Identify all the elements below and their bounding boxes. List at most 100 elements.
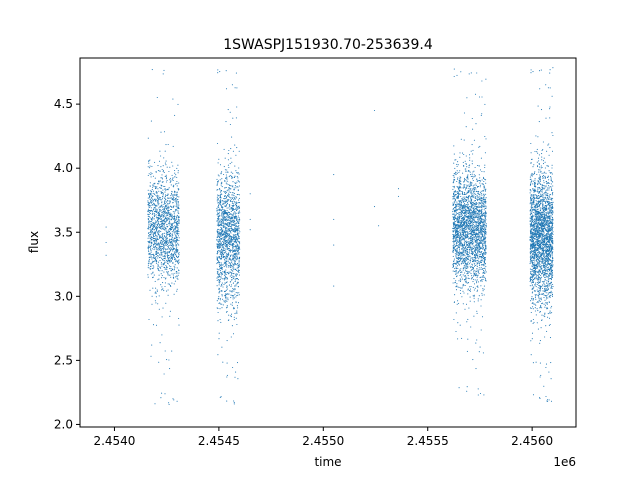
data-point [227,164,229,166]
data-point [157,265,159,267]
data-point [481,80,483,82]
data-point [482,240,484,242]
data-point [238,246,240,248]
data-point [226,288,228,290]
data-point [238,223,240,225]
data-point [236,263,238,265]
data-point [234,313,236,315]
data-point [476,219,479,221]
data-point [223,215,225,217]
data-point [169,222,171,224]
data-point [480,239,482,241]
data-point [222,237,224,239]
data-point [227,199,229,201]
data-point [230,313,233,315]
data-point [477,257,479,259]
data-point [227,254,229,256]
data-point [151,194,153,197]
data-point [222,202,224,204]
data-point [482,228,485,230]
data-point [470,216,472,218]
data-point [227,216,229,218]
data-point [230,236,232,238]
data-point [172,233,174,235]
data-point [226,233,228,235]
data-point [150,236,152,238]
data-point [157,237,159,239]
data-point [218,269,220,271]
data-point [172,202,174,204]
data-point [452,208,454,210]
data-point [161,178,164,180]
data-point [178,259,180,261]
data-point [473,289,475,291]
data-point [174,172,176,174]
data-point [157,226,159,229]
data-point [173,244,175,247]
data-point [219,247,221,249]
data-point [453,162,455,164]
data-point [229,241,231,243]
data-point [149,185,151,187]
data-point [229,256,231,258]
data-point [165,244,167,246]
data-point [147,232,150,234]
data-point [461,191,463,193]
data-point [216,263,218,265]
data-point [483,288,485,290]
data-point [159,253,161,255]
data-point [234,274,237,276]
data-point [460,138,462,140]
data-point [233,176,236,179]
data-point [461,228,463,230]
data-point [455,173,457,176]
data-point [235,217,237,219]
data-point [217,223,220,225]
data-point [472,236,474,238]
data-point [228,230,230,232]
data-point [161,206,163,208]
data-point [154,198,156,200]
data-point [232,267,234,269]
data-point [171,214,173,216]
data-point [476,290,478,292]
data-point [461,217,463,219]
data-point [148,162,150,164]
data-point [457,192,459,194]
data-point [462,161,464,163]
data-point [228,212,231,214]
data-point [469,220,471,222]
data-point [147,241,149,243]
data-point [234,226,236,229]
data-point [457,267,459,269]
data-point [162,259,164,261]
data-point [159,217,161,219]
data-point [171,269,174,271]
data-point [482,278,484,281]
data-point [454,210,456,212]
data-point [159,254,161,256]
data-point [471,191,473,193]
data-point [158,274,160,276]
data-point [178,208,180,210]
data-point [470,181,472,183]
data-point [160,397,162,399]
data-point [221,248,223,250]
data-point [171,222,173,224]
data-point [229,200,231,202]
data-point [471,189,473,191]
data-point [224,263,226,265]
data-point [159,187,161,189]
data-point [469,261,471,263]
data-point [234,256,236,258]
data-point [467,190,469,192]
data-point [156,289,158,291]
data-point [228,224,230,226]
data-point [233,231,235,233]
data-point [478,234,480,236]
data-point [465,245,467,247]
data-point [172,216,175,218]
data-point [467,244,469,246]
data-point [233,187,235,189]
data-point [457,322,459,324]
